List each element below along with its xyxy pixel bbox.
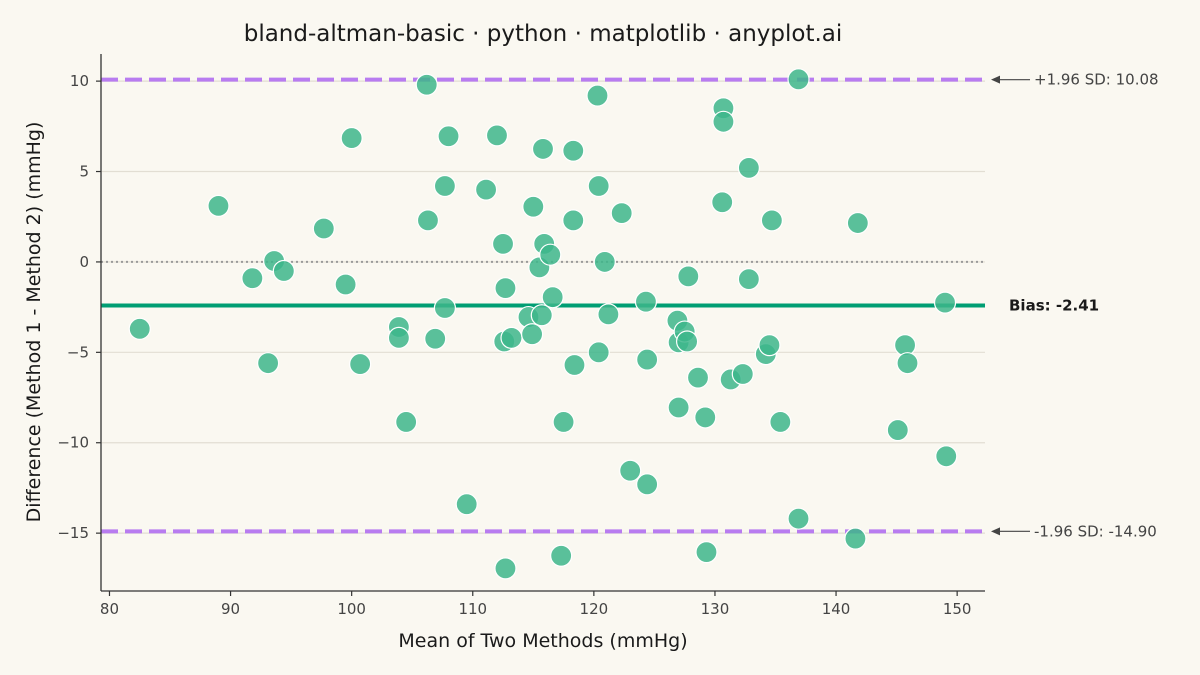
data-point (758, 334, 781, 357)
data-point (494, 277, 517, 300)
data-point (933, 291, 957, 314)
data-point (541, 286, 564, 309)
data-point (667, 396, 690, 419)
x-tick-label: 80 (100, 600, 119, 618)
data-point (455, 493, 478, 516)
ticks: 80 90 100 110 120 130 140 150 −15 −10 −5 0 5 10 (57, 72, 971, 618)
data-point (711, 191, 734, 214)
data-point (522, 195, 545, 218)
data-point (349, 352, 372, 376)
data-point (521, 323, 544, 346)
data-point (415, 73, 438, 96)
y-tick-label: −5 (67, 343, 89, 361)
x-tick-label: 100 (337, 600, 366, 618)
data-point (846, 211, 869, 235)
x-tick-label: 140 (822, 600, 851, 618)
data-point (712, 110, 735, 133)
data-point (272, 259, 295, 283)
data-point (563, 353, 586, 377)
data-point (737, 268, 760, 291)
data-point (552, 410, 575, 434)
data-point (500, 326, 523, 349)
data-point (387, 326, 410, 349)
data-point (677, 265, 700, 288)
data-point (731, 362, 754, 386)
data-point (694, 406, 717, 429)
upper-loa-label: +1.96 SD: 10.08 (1034, 71, 1159, 89)
data-points (128, 68, 958, 580)
data-point (437, 125, 460, 148)
data-point (886, 418, 909, 442)
data-point (550, 544, 573, 567)
data-point (593, 250, 616, 274)
data-point (562, 209, 585, 232)
data-point (935, 445, 958, 468)
data-point (395, 410, 418, 434)
data-point (474, 178, 498, 201)
data-point (241, 267, 264, 290)
data-point (619, 459, 642, 482)
y-tick-label: 10 (70, 72, 89, 90)
data-point (494, 557, 517, 580)
data-point (587, 341, 610, 364)
data-point (539, 243, 562, 266)
axes (100, 54, 985, 592)
data-point (433, 296, 457, 320)
y-tick-label: 0 (79, 253, 89, 271)
y-tick-label: 5 (79, 163, 89, 181)
data-point (676, 330, 699, 353)
data-point (695, 541, 718, 564)
data-point (257, 352, 280, 375)
data-point (424, 327, 447, 350)
x-tick-label: 150 (943, 600, 972, 618)
data-point (787, 507, 810, 530)
data-point (530, 304, 553, 327)
data-point (787, 68, 810, 91)
data-point (128, 317, 151, 340)
data-point (334, 273, 357, 296)
data-point (491, 232, 515, 255)
x-tick-label: 130 (701, 600, 730, 618)
data-point (760, 209, 783, 232)
data-point (610, 202, 633, 225)
data-point (416, 209, 440, 232)
data-point (433, 174, 457, 198)
y-tick-label: −15 (57, 524, 89, 542)
data-point (844, 527, 867, 550)
data-point (485, 124, 509, 147)
data-point (896, 352, 919, 375)
data-point (597, 303, 620, 326)
x-tick-label: 110 (458, 600, 487, 618)
x-tick-label: 90 (221, 600, 240, 618)
data-point (340, 126, 363, 150)
upper-loa-arrow-head (991, 75, 1000, 84)
data-point (686, 366, 710, 389)
data-point (634, 290, 658, 313)
data-point (769, 410, 792, 434)
chart-title: bland-altman-basic · python · matplotlib… (244, 21, 843, 47)
annotations: +1.96 SD: 10.08 -1.96 SD: -14.90 Bias: -2.… (991, 71, 1159, 540)
data-point (531, 137, 555, 161)
data-point (207, 194, 230, 217)
data-point (562, 139, 585, 162)
data-point (636, 473, 659, 496)
lower-loa-arrow-head (991, 527, 1000, 536)
x-axis-label: Mean of Two Methods (mmHg) (398, 630, 687, 652)
data-point (737, 156, 760, 180)
data-point (636, 348, 659, 371)
bias-label: Bias: -2.41 (1009, 297, 1099, 315)
x-tick-label: 120 (580, 600, 609, 618)
y-tick-label: −10 (57, 434, 89, 452)
lower-loa-label: -1.96 SD: -14.90 (1034, 522, 1157, 540)
data-point (586, 84, 609, 107)
data-point (587, 174, 610, 198)
y-axis-label: Difference (Method 1 - Method 2) (mmHg) (23, 122, 45, 523)
data-point (312, 217, 335, 240)
